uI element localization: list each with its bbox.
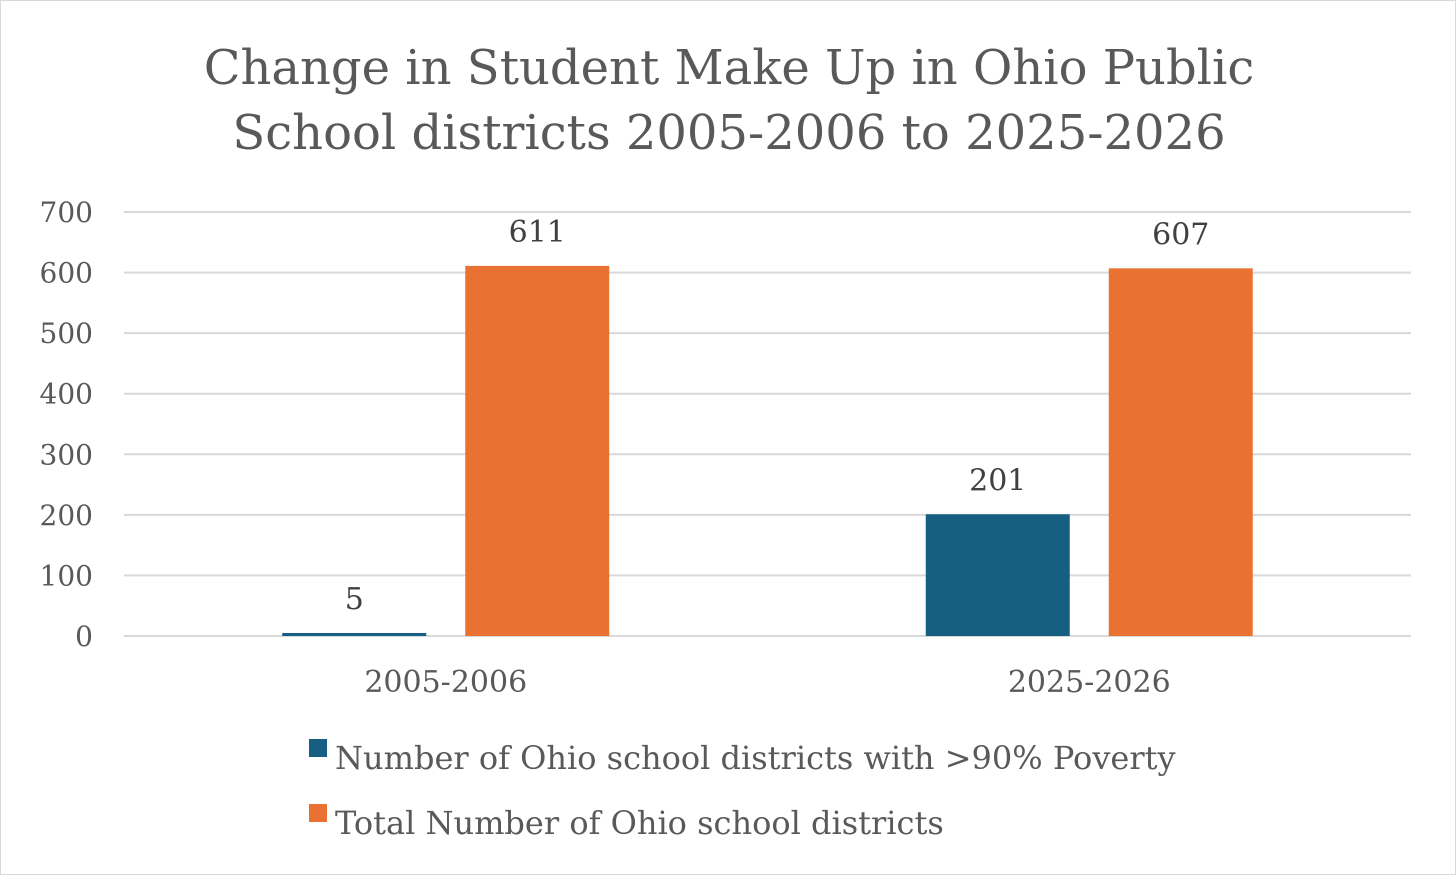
bar-series-1-2025-2026 [925,514,1070,636]
bars [282,265,1253,636]
data-label: 201 [969,463,1026,498]
y-tick-label: 200 [40,499,93,532]
chart-title-line-2: School districts 2005-2006 to 2025-2026 [232,105,1225,161]
y-tick-label: 100 [40,559,93,592]
bar-series-2-2005-2006 [465,265,610,636]
chart-title-line-1: Change in Student Make Up in Ohio Public [204,40,1255,96]
data-label: 611 [509,215,566,250]
legend-label: Number of Ohio school districts with >90… [335,739,1176,777]
y-tick-label: 300 [40,438,93,471]
data-label: 5 [345,582,364,617]
y-tick-label: 400 [40,378,93,411]
y-tick-label: 500 [40,317,93,350]
legend: Number of Ohio school districts with >90… [309,739,1176,842]
y-axis-tick-labels: 0 100 200 300 400 500 600 700 [40,196,93,653]
data-labels: 5 611 201 607 [345,215,1210,617]
y-tick-label: 600 [40,257,93,290]
x-axis-category-labels: 2005-2006 2025-2026 [364,665,1170,700]
y-tick-label: 0 [75,620,93,653]
bar-series-1-2005-2006 [282,632,427,636]
legend-swatch [309,739,327,757]
chart-title: Change in Student Make Up in Ohio Public… [204,40,1255,161]
legend-label: Total Number of Ohio school districts [335,804,944,842]
legend-swatch [309,804,327,822]
bar-series-2-2025-2026 [1108,268,1253,636]
x-category-label: 2025-2026 [1008,665,1171,700]
y-tick-label: 700 [40,196,93,229]
data-label: 607 [1152,217,1209,252]
gridlines [124,211,1411,637]
x-category-label: 2005-2006 [364,665,527,700]
